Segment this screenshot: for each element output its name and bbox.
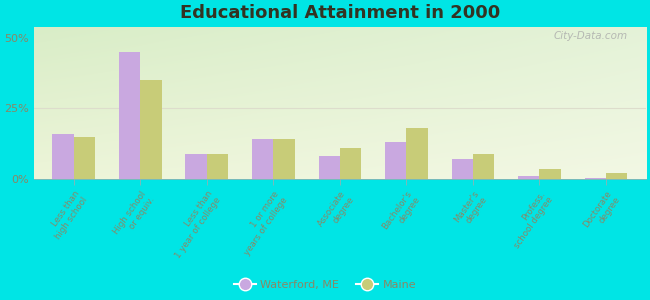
Bar <box>518 176 540 179</box>
Bar <box>473 154 494 179</box>
Legend: Waterford, ME, Maine: Waterford, ME, Maine <box>229 276 421 294</box>
Bar <box>273 140 294 179</box>
Bar <box>606 173 627 179</box>
Bar <box>385 142 406 179</box>
Bar <box>540 169 561 179</box>
Bar <box>318 156 340 179</box>
Bar <box>140 80 161 179</box>
Bar <box>252 140 273 179</box>
Bar <box>185 154 207 179</box>
Bar <box>406 128 428 179</box>
Bar <box>452 159 473 179</box>
Bar <box>119 52 140 179</box>
Bar <box>584 178 606 179</box>
Bar <box>53 134 73 179</box>
Bar <box>340 148 361 179</box>
Bar <box>73 136 95 179</box>
Title: Educational Attainment in 2000: Educational Attainment in 2000 <box>179 4 500 22</box>
Bar <box>207 154 228 179</box>
Text: City-Data.com: City-Data.com <box>553 31 627 41</box>
